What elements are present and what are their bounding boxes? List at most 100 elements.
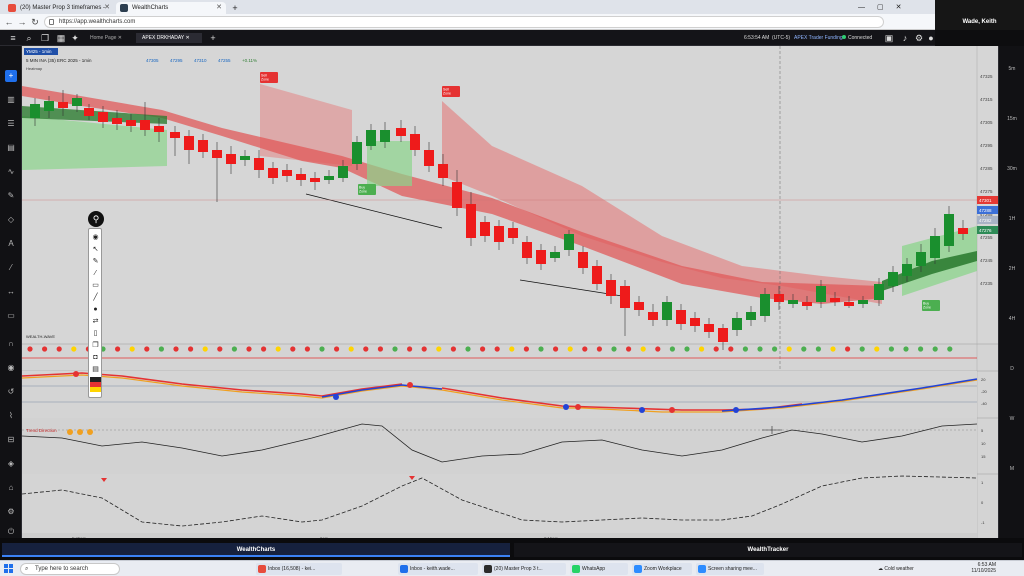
tab-apex-drkhaday[interactable]: APEX DRKHADAY ✕ [136,33,202,43]
minimize-button[interactable]: — [858,4,877,11]
chart-add-icon[interactable]: ▦ [56,33,66,43]
signal-dot [742,346,749,352]
gear-icon[interactable]: ⚙ [914,33,924,43]
price-chart[interactable]: 47325 47315 47305 47295 47285 47275 47265 47255… [22,46,998,544]
pencil-icon[interactable]: ✎ [7,191,15,200]
trend-icon[interactable]: ∿ [7,167,15,176]
watchlist-icon[interactable]: ☰ [7,119,15,128]
line-icon[interactable]: ╱ [93,294,98,301]
forward-arrow-icon[interactable]: → [17,17,27,27]
signal-icon[interactable]: ⌇ [9,411,13,420]
tab-wealthcharts[interactable]: WealthCharts [2,543,510,557]
measure-icon[interactable]: ↔ [7,287,15,296]
taskbar-search-input[interactable]: ⌕ Type here to search [20,563,120,575]
taskbar-app-gmail[interactable]: Inbox (16,508) - kei... [256,563,342,575]
cursor-icon[interactable]: ↖ [92,246,99,253]
taskbar-app-outlook[interactable]: Inbox - keith.wade... [398,563,478,575]
eye-icon[interactable]: ◉ [92,234,99,241]
close-window-button[interactable]: ✕ [895,4,914,11]
save-icon[interactable]: ▣ [884,33,894,43]
dot-icon[interactable]: ● [93,306,98,313]
ruler-icon[interactable]: ▭ [7,311,15,320]
replay-icon[interactable]: ↺ [7,387,15,396]
signal-dot [246,346,252,352]
copy-icon[interactable]: ❐ [40,33,50,43]
sell-zone-marker-text: Zone [443,92,451,96]
signal-dot [830,346,836,352]
timeframe-1h[interactable]: 1H [1008,216,1016,222]
app-bottom-bar: WealthCharts WealthTracker [0,538,1024,560]
timeframe-2h[interactable]: 2H [1008,266,1016,272]
layout-icon[interactable]: ▤ [7,143,15,152]
settings-icon[interactable]: ⚙ [7,507,15,516]
tab-wealthtracker[interactable]: WealthTracker [514,543,1022,557]
back-arrow-icon[interactable]: ← [4,17,14,27]
bell-icon[interactable]: ♪ [902,33,908,43]
taskbar-app-whatsapp[interactable]: WhatsApp [570,563,628,575]
brush-icon[interactable]: ⁄ [10,263,12,272]
window-controls[interactable]: —▢✕ [858,2,928,14]
taskbar-app-zoom[interactable]: Zoom Workplace [632,563,692,575]
reload-icon[interactable]: ↻ [31,17,39,27]
ai-icon[interactable]: ✦ [71,33,79,43]
brush-icon[interactable]: ⁄ [94,270,97,277]
timeframe-5m[interactable]: 5m [1008,66,1016,72]
timeframe-m[interactable]: M [1009,466,1015,472]
avatar[interactable]: ● [928,33,934,43]
copy-icon[interactable]: ❐ [92,342,99,349]
signal-dot [669,346,676,352]
power-icon[interactable]: ⏻ [7,527,15,536]
close-icon[interactable]: ✕ [104,4,110,11]
wave-dot [333,394,339,400]
candle-body [536,250,546,264]
eye-icon[interactable]: ◉ [7,363,15,372]
chart-icon[interactable]: ▥ [7,95,15,104]
wave-dot [669,407,675,413]
signal-dot [217,346,223,352]
magnet-icon[interactable]: ∩ [8,339,14,348]
new-tab-button[interactable]: + [232,3,238,13]
chart-area[interactable]: 47325 47315 47305 47295 47285 47275 47265 47255… [22,46,998,544]
browser-tab-youtube[interactable]: (20) Master Prop 3 timeframes - ✕ [4,2,114,14]
candle-body [254,158,264,170]
camera-icon[interactable]: ◘ [93,354,98,361]
taskbar-app-screen-sharing[interactable]: Screen sharing mee... [696,563,764,575]
account-name[interactable]: APEX Trader Funding [794,35,843,41]
alert-icon[interactable]: ⌂ [8,483,14,492]
candle-body [268,168,278,178]
text-icon[interactable]: A [8,239,14,248]
tab-home-page[interactable]: Home Page ✕ [90,35,122,41]
color-swatch-red[interactable] [90,382,101,387]
trash-icon[interactable]: ▯ [93,330,98,337]
weather-widget[interactable]: ☁ Cold weather [878,563,914,575]
shapes-icon[interactable]: ◇ [7,215,15,224]
taskbar-clock[interactable]: 6:53 AM 11/10/2025 [962,562,996,574]
windows-start-icon[interactable] [4,564,14,574]
timeframe-15m[interactable]: 15m [1007,116,1017,122]
clipboard-icon[interactable]: ▤ [92,366,99,373]
timeframe-30m[interactable]: 30m [1007,166,1017,172]
browser-tab-wealthcharts[interactable]: WealthCharts ✕ [116,2,226,14]
close-icon[interactable]: ✕ [216,4,222,11]
lock-drawings-icon[interactable]: ⊟ [7,435,15,444]
taskbar-app-browser[interactable]: (20) Master Prop 3 t... [482,563,566,575]
search-icon[interactable]: ⌕ [26,33,32,43]
layers-icon[interactable]: ◈ [7,459,15,468]
ruler-icon[interactable]: ▭ [92,282,99,289]
add-icon[interactable]: + [5,70,17,82]
arrow-icon[interactable]: ⇄ [92,318,99,325]
timeframe-4h[interactable]: 4H [1008,316,1016,322]
menu-icon[interactable]: ≡ [10,33,16,43]
maximize-button[interactable]: ▢ [877,4,896,11]
taskbar-app-label: (20) Master Prop 3 t... [494,566,543,572]
url-field[interactable]: https://app.wealthcharts.com [44,16,884,28]
color-swatch-yellow[interactable] [90,387,101,392]
candle-body [466,204,476,238]
pencil-icon[interactable]: ✎ [92,258,99,265]
timeframe-d[interactable]: D [1010,366,1014,372]
add-tab-icon[interactable]: + [210,33,216,43]
signal-dot [509,346,515,352]
timeframe-w[interactable]: W [1009,416,1015,422]
location-pin-icon[interactable]: ⚲ [88,211,104,227]
color-swatch-black[interactable] [90,377,101,382]
